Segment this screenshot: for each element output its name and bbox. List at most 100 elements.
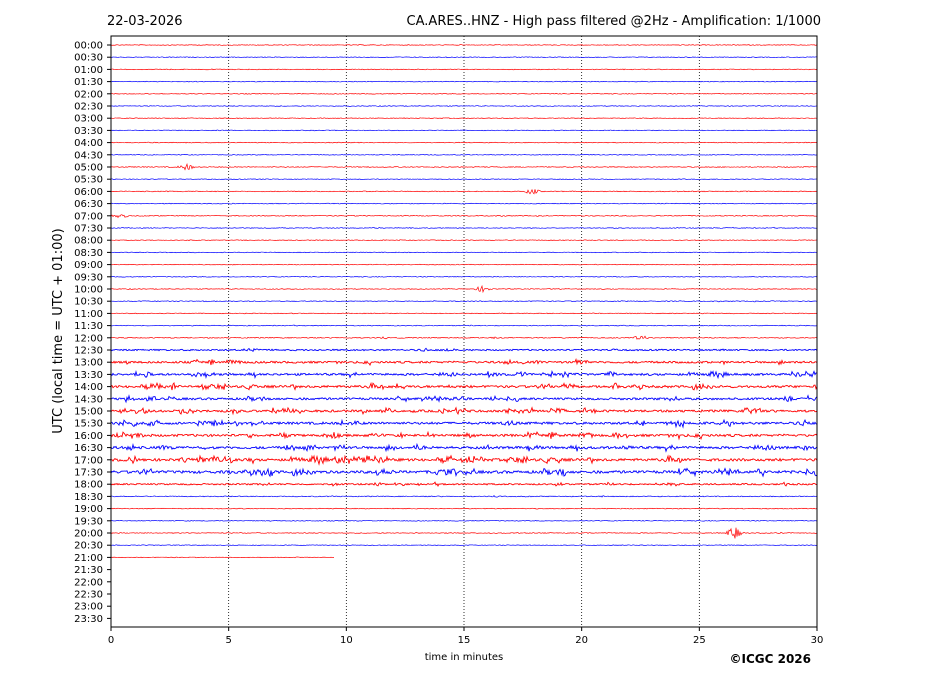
y-tick-label: 20:00 — [74, 529, 103, 540]
trace-line-0530 — [110, 178, 818, 180]
y-tick-label: 19:30 — [74, 516, 103, 527]
trace-line-0400 — [110, 141, 818, 144]
y-tick-label: 21:00 — [74, 553, 103, 564]
y-tick-label: 03:30 — [74, 126, 103, 137]
trace-line-1230 — [110, 347, 818, 353]
y-tick-label: 07:30 — [74, 224, 103, 235]
y-tick-label: 22:00 — [74, 577, 103, 588]
y-tick-label: 15:30 — [74, 419, 103, 430]
trace-line-1800 — [110, 481, 818, 488]
y-tick-label: 20:30 — [74, 541, 103, 552]
trace-line-0630 — [110, 202, 818, 205]
x-tick-label: 10 — [340, 635, 353, 646]
y-tick-label: 05:00 — [74, 163, 103, 174]
y-tick-label: 16:30 — [74, 443, 103, 454]
trace-line-0000 — [110, 44, 818, 46]
trace-line-0030 — [110, 56, 818, 59]
trace-line-0330 — [110, 129, 818, 132]
trace-line-1130 — [110, 324, 818, 327]
trace-lines — [110, 44, 818, 559]
y-tick-label: 23:30 — [74, 614, 103, 625]
trace-line-0130 — [110, 80, 818, 83]
y-tick-label: 15:00 — [74, 407, 103, 418]
y-tick-label: 05:30 — [74, 175, 103, 186]
date-label: 22-03-2026 — [107, 14, 183, 29]
y-tick-label: 10:00 — [74, 285, 103, 296]
y-tick-label: 06:00 — [74, 187, 103, 198]
trace-line-1730 — [110, 467, 818, 478]
trace-line-1700 — [110, 454, 818, 466]
trace-line-0900 — [110, 263, 818, 266]
y-tick-label: 21:30 — [74, 565, 103, 576]
y-tick-label: 03:00 — [74, 114, 103, 125]
y-tick-label: 12:00 — [74, 333, 103, 344]
trace-line-0600 — [110, 188, 818, 195]
trace-line-1200 — [110, 335, 818, 340]
x-tick-label: 25 — [693, 635, 706, 646]
y-tick-label: 16:00 — [74, 431, 103, 442]
y-tick-label: 08:00 — [74, 236, 103, 247]
y-tick-label: 01:00 — [74, 65, 103, 76]
trace-line-1600 — [110, 430, 818, 441]
y-tick-label: 11:00 — [74, 309, 103, 320]
y-tick-label: 08:30 — [74, 248, 103, 259]
trace-line-1000 — [110, 284, 818, 294]
y-tick-label: 13:00 — [74, 358, 103, 369]
trace-line-2000 — [110, 527, 818, 539]
trace-line-1300 — [110, 357, 818, 366]
trace-line-0930 — [110, 275, 818, 278]
y-tick-label: 02:00 — [74, 89, 103, 100]
y-tick-label: 18:30 — [74, 492, 103, 503]
chart-title: CA.ARES..HNZ - High pass filtered @2Hz -… — [407, 14, 821, 29]
y-tick-label: 22:30 — [74, 590, 103, 601]
x-tick-label: 30 — [811, 635, 824, 646]
y-tick-label: 12:30 — [74, 346, 103, 357]
trace-line-0300 — [110, 117, 817, 119]
y-tick-label: 11:30 — [74, 321, 103, 332]
trace-line-0430 — [110, 153, 818, 156]
y-tick-label: 14:30 — [74, 394, 103, 405]
trace-line-1830 — [110, 495, 818, 498]
trace-line-0700 — [110, 214, 818, 219]
y-tick-label: 18:00 — [74, 480, 103, 491]
y-tick-label: 19:00 — [74, 504, 103, 515]
trace-line-0200 — [110, 92, 818, 95]
trace-line-1630 — [110, 442, 818, 453]
copyright-label: ©ICGC 2026 — [729, 652, 811, 666]
grid-lines — [228, 36, 700, 627]
y-tick-label: 01:30 — [74, 77, 103, 88]
trace-line-1430 — [110, 394, 818, 404]
y-tick-label: 07:00 — [74, 211, 103, 222]
x-axis-label: time in minutes — [425, 652, 504, 663]
trace-line-0100 — [110, 68, 818, 71]
y-tick-label: 04:30 — [74, 150, 103, 161]
trace-line-1400 — [110, 381, 818, 391]
y-tick-label: 09:00 — [74, 260, 103, 271]
trace-line-1500 — [110, 406, 818, 416]
y-tick-label: 10:30 — [74, 297, 103, 308]
trace-line-2100 — [110, 556, 335, 559]
y-axis-label: UTC (local time = UTC + 01:00) — [51, 228, 66, 433]
y-tick-label: 09:30 — [74, 272, 103, 283]
y-tick-label: 23:00 — [74, 602, 103, 613]
y-tick-label: 06:30 — [74, 199, 103, 210]
trace-line-0500 — [110, 163, 818, 171]
x-tick-label: 20 — [575, 635, 588, 646]
y-tick-label: 13:30 — [74, 370, 103, 381]
trace-line-0730 — [110, 226, 818, 230]
trace-line-2030 — [110, 544, 818, 546]
x-tick-label: 15 — [458, 635, 471, 646]
y-tick-label: 02:30 — [74, 102, 103, 113]
trace-line-1530 — [110, 418, 818, 429]
y-tick-label: 00:00 — [74, 41, 103, 52]
y-tick-label: 00:30 — [74, 53, 103, 64]
trace-line-1030 — [110, 300, 818, 303]
trace-line-1330 — [110, 369, 818, 380]
y-tick-label: 17:30 — [74, 468, 103, 479]
plot-frame — [110, 35, 818, 628]
x-tick-labels: 0 5 10 15 20 25 30 — [108, 627, 824, 646]
trace-line-1930 — [110, 519, 818, 522]
trace-line-1900 — [110, 507, 818, 510]
